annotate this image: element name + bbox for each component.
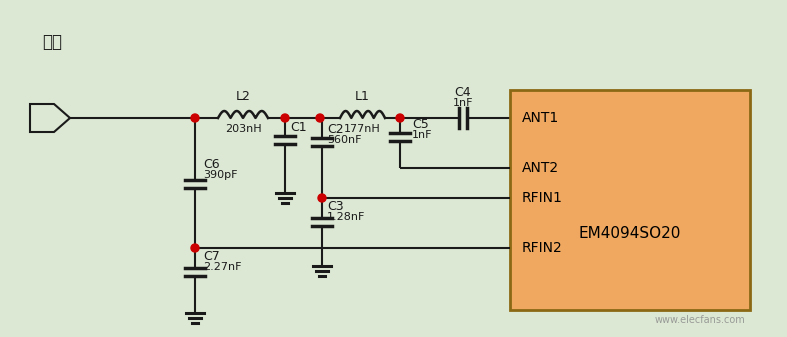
Text: 203nH: 203nH	[224, 124, 261, 134]
Text: C3: C3	[327, 200, 344, 213]
Text: 177nH: 177nH	[344, 124, 381, 134]
Text: L2: L2	[235, 90, 250, 103]
Text: 390pF: 390pF	[203, 170, 238, 180]
Text: ANT2: ANT2	[522, 161, 559, 175]
Text: RFIN2: RFIN2	[522, 241, 563, 255]
Text: ANT1: ANT1	[522, 111, 560, 125]
Circle shape	[191, 114, 199, 122]
Text: 1.28nF: 1.28nF	[327, 212, 365, 222]
Circle shape	[281, 114, 289, 122]
Text: L1: L1	[355, 90, 370, 103]
Text: www.elecfans.com: www.elecfans.com	[654, 315, 745, 325]
Circle shape	[191, 244, 199, 252]
Text: 1nF: 1nF	[453, 98, 473, 108]
Text: C4: C4	[455, 86, 471, 99]
Text: C5: C5	[412, 118, 429, 131]
FancyBboxPatch shape	[510, 90, 750, 310]
Circle shape	[396, 114, 404, 122]
Text: RFIN1: RFIN1	[522, 191, 563, 205]
Text: C7: C7	[203, 250, 220, 263]
Text: 2.27nF: 2.27nF	[203, 262, 242, 272]
Text: C1: C1	[290, 121, 307, 134]
Text: EM4094SO20: EM4094SO20	[578, 225, 682, 241]
Text: 560nF: 560nF	[327, 135, 361, 145]
Text: C2: C2	[327, 123, 344, 136]
Text: 1nF: 1nF	[412, 130, 433, 140]
Text: 天线: 天线	[42, 33, 62, 51]
Text: C6: C6	[203, 158, 220, 171]
Circle shape	[316, 114, 324, 122]
Circle shape	[318, 194, 326, 202]
